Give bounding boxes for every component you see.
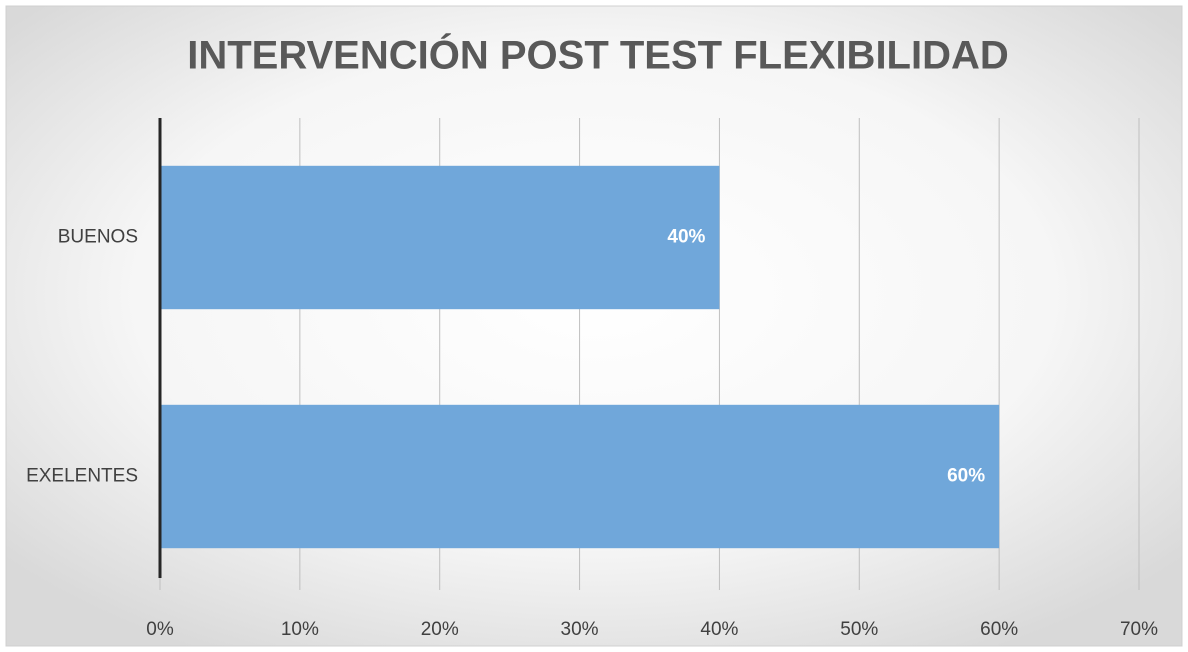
chart-background bbox=[5, 5, 1183, 647]
x-tick-label: 40% bbox=[700, 619, 738, 640]
x-tick-label: 60% bbox=[980, 619, 1018, 640]
x-tick-label: 70% bbox=[1120, 619, 1158, 640]
y-tick-label: BUENOS bbox=[58, 227, 138, 248]
x-tick-label: 50% bbox=[840, 619, 878, 640]
x-tick-label: 0% bbox=[146, 619, 174, 640]
chart-title: INTERVENCIÓN POST TEST FLEXIBILIDAD bbox=[187, 32, 1009, 78]
bar bbox=[160, 165, 720, 310]
x-tick-label: 30% bbox=[561, 619, 599, 640]
data-label: 40% bbox=[667, 227, 705, 248]
data-label: 60% bbox=[947, 466, 985, 487]
x-tick-label: 10% bbox=[281, 619, 319, 640]
x-tick-label: 20% bbox=[421, 619, 459, 640]
y-tick-label: EXELENTES bbox=[26, 466, 138, 487]
bar bbox=[160, 404, 1000, 549]
